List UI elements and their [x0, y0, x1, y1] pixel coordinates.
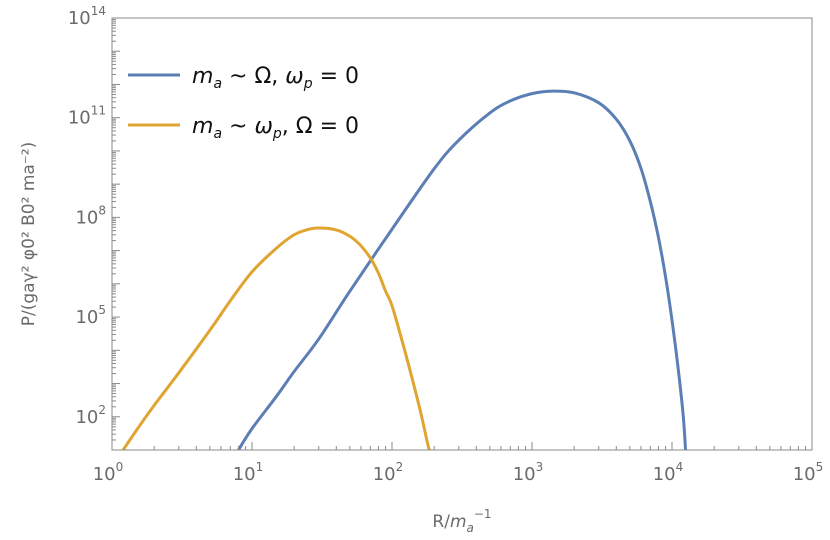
- legend: ma ~ Ω, ωp = 0 ma ~ ωp, Ω = 0: [128, 64, 359, 142]
- x-tick-label: 101: [233, 460, 264, 485]
- plot-frame: [111, 17, 813, 451]
- x-tick-label: 102: [373, 460, 404, 485]
- curves: [121, 89, 688, 450]
- series-line-blue: [237, 89, 688, 450]
- legend-label-blue: ma ~ Ω, ωp = 0: [192, 64, 359, 92]
- legend-label-orange: ma ~ ωp, Ω = 0: [192, 114, 359, 142]
- y-tick-label: 102: [75, 403, 106, 428]
- y-tick-label: 1014: [68, 4, 106, 29]
- series-line-orange: [121, 226, 431, 450]
- y-tick-label: 108: [75, 203, 106, 228]
- x-tick-label: 103: [513, 460, 544, 485]
- y-tick-label: 1011: [68, 104, 106, 129]
- x-axis: 100 101 102 103 104 105: [93, 442, 824, 485]
- x-tick-label: 104: [653, 460, 684, 485]
- y-axis-title: P/(gaγ² φ0² B0² ma⁻²): [19, 142, 39, 326]
- y-axis: 102 105 108 1011 1014: [68, 4, 120, 451]
- x-tick-label: 105: [793, 460, 824, 485]
- x-axis-title: R/ma−1: [432, 507, 491, 535]
- x-tick-label: 100: [93, 460, 124, 485]
- y-tick-label: 105: [75, 303, 106, 328]
